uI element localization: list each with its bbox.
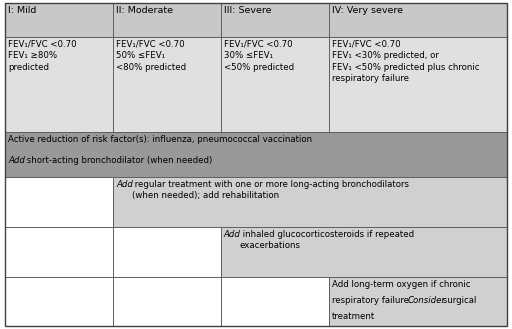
Text: Consider: Consider (408, 296, 445, 305)
Text: FEV₁/FVC <0.70
30% ≤FEV₁
<50% predicted: FEV₁/FVC <0.70 30% ≤FEV₁ <50% predicted (224, 40, 294, 72)
Bar (5, 132, 507, 177)
Text: I: Mild: I: Mild (8, 6, 36, 15)
Bar (5, 3, 113, 37)
Text: Add: Add (116, 180, 133, 189)
Bar (113, 227, 221, 277)
Text: short-acting bronchodilator (when needed): short-acting bronchodilator (when needed… (24, 156, 212, 165)
Bar (221, 3, 329, 37)
Text: II: Moderate: II: Moderate (116, 6, 173, 15)
Bar (5, 177, 113, 227)
Text: FEV₁/FVC <0.70
50% ≤FEV₁
<80% predicted: FEV₁/FVC <0.70 50% ≤FEV₁ <80% predicted (116, 40, 186, 72)
Bar (329, 37, 507, 132)
Text: treatment: treatment (332, 312, 375, 321)
Bar (113, 177, 507, 227)
Text: FEV₁/FVC <0.70
FEV₁ ≥80%
predicted: FEV₁/FVC <0.70 FEV₁ ≥80% predicted (8, 40, 77, 72)
Text: FEV₁/FVC <0.70
FEV₁ <30% predicted, or
FEV₁ <50% predicted plus chronic
respirat: FEV₁/FVC <0.70 FEV₁ <30% predicted, or F… (332, 40, 479, 83)
Text: Add: Add (8, 156, 25, 165)
Bar (221, 37, 329, 132)
Bar (329, 3, 507, 37)
Text: Active reduction of risk factor(s): influenza, pneumococcal vaccination: Active reduction of risk factor(s): infl… (8, 135, 312, 144)
Bar (113, 37, 221, 132)
Text: surgical: surgical (440, 296, 476, 305)
Bar (221, 227, 507, 277)
Text: respiratory failure.: respiratory failure. (332, 296, 414, 305)
Text: inhaled glucocorticosteroids if repeated
exacerbations: inhaled glucocorticosteroids if repeated… (240, 230, 414, 250)
Bar (5, 227, 113, 277)
Text: Add: Add (224, 230, 241, 239)
Text: regular treatment with one or more long-acting bronchodilators
(when needed); ad: regular treatment with one or more long-… (132, 180, 409, 200)
Text: IV: Very severe: IV: Very severe (332, 6, 403, 15)
Bar (329, 277, 507, 326)
Bar (5, 37, 113, 132)
Bar (5, 277, 113, 326)
Bar (113, 3, 221, 37)
Bar (113, 277, 221, 326)
Text: III: Severe: III: Severe (224, 6, 271, 15)
Bar (221, 277, 329, 326)
Text: Add long-term oxygen if chronic: Add long-term oxygen if chronic (332, 280, 471, 289)
